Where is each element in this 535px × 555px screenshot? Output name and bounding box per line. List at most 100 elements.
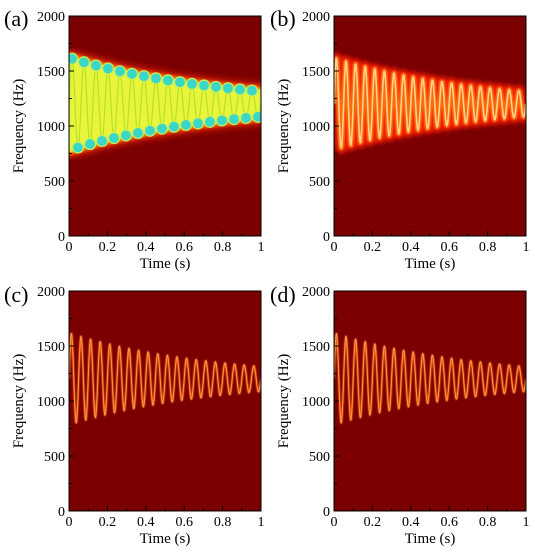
y-tick-label: 1000 — [302, 395, 330, 410]
energy-peak-spot — [137, 70, 151, 83]
spectrogram-data — [334, 53, 526, 154]
energy-peak-spot — [191, 117, 205, 130]
y-axis-label: Frequency (Hz) — [276, 354, 292, 449]
energy-peak-spot — [113, 65, 127, 78]
spectrogram-panel-c: 0 0.2 0.4 0.6 0.8 1 Time (s) 0 500 1000 1500 2000 Fr… — [4, 282, 265, 547]
energy-peak-spot — [173, 76, 187, 89]
spectrogram-data — [334, 332, 526, 425]
y-tick-label: 2000 — [302, 285, 330, 300]
y-tick-label: 1000 — [37, 395, 65, 410]
y-axis: 0 500 1000 1500 2000 Frequency (Hz) — [11, 10, 74, 245]
x-tick-label: 0.8 — [214, 240, 232, 255]
x-tick-label: 0.8 — [479, 515, 497, 530]
energy-peak-spot — [215, 114, 229, 127]
y-axis-label: Frequency (Hz) — [276, 79, 292, 174]
energy-peak-spot — [69, 52, 79, 65]
y-axis-label: Frequency (Hz) — [11, 354, 27, 449]
x-tick-label: 0.8 — [479, 240, 497, 255]
x-axis: 0 0.2 0.4 0.6 0.8 1 Time (s) — [66, 231, 265, 272]
energy-peak-spot — [167, 120, 181, 133]
energy-peak-spot — [251, 110, 261, 123]
x-axis-label: Time (s) — [405, 531, 456, 547]
y-tick-label: 1000 — [302, 120, 330, 135]
x-tick-label: 0 — [331, 240, 338, 255]
energy-peak-spot — [245, 84, 259, 97]
x-tick-label: 0.2 — [99, 515, 117, 530]
y-axis: 0 500 1000 1500 2000 Frequency (Hz) — [276, 285, 339, 520]
y-tick-label: 1500 — [302, 340, 330, 355]
energy-peak-spot — [119, 129, 133, 142]
y-tick-label: 1500 — [37, 340, 65, 355]
energy-peak-spot — [203, 115, 217, 128]
spectrogram-data — [69, 50, 261, 158]
x-tick-label: 0.4 — [137, 240, 155, 255]
x-tick-label: 0.6 — [175, 515, 193, 530]
energy-peak-spot — [185, 77, 199, 91]
spectrogram-panel-d: 0 0.2 0.4 0.6 0.8 1 Time (s) 0 500 1000 1500 2000 Fr… — [270, 282, 530, 547]
x-tick-label: 0.6 — [440, 240, 458, 255]
x-axis-label: Time (s) — [140, 531, 191, 547]
plot-background — [69, 291, 261, 511]
x-tick-label: 1 — [523, 515, 530, 530]
energy-peak-spot — [71, 141, 85, 154]
panel-label: (b) — [270, 6, 296, 31]
y-tick-label: 0 — [323, 505, 330, 520]
x-tick-label: 0.4 — [402, 515, 420, 530]
panel-label: (d) — [270, 282, 296, 307]
x-tick-label: 0.2 — [364, 240, 382, 255]
ridge-line — [334, 333, 526, 424]
energy-peak-spot — [125, 67, 139, 80]
y-tick-label: 0 — [323, 230, 330, 245]
energy-peak-spot — [77, 56, 91, 69]
energy-peak-spot — [149, 72, 163, 85]
energy-peak-spot — [89, 59, 103, 72]
x-tick-label: 1 — [523, 240, 530, 255]
x-axis: 0 0.2 0.4 0.6 0.8 1 Time (s) — [66, 506, 265, 547]
panel-label: (a) — [4, 6, 28, 31]
x-tick-label: 0.2 — [364, 515, 382, 530]
x-tick-label: 1 — [258, 240, 265, 255]
y-axis-label: Frequency (Hz) — [11, 79, 27, 174]
y-tick-label: 1000 — [37, 120, 65, 135]
x-axis: 0 0.2 0.4 0.6 0.8 1 Time (s) — [331, 231, 530, 272]
spectrogram-panel-b: 0 0.2 0.4 0.6 0.8 1 Time (s) 0 500 1000 1500 2000 Fr… — [270, 6, 530, 272]
energy-peak-spot — [143, 124, 157, 137]
energy-peak-spot — [107, 131, 121, 145]
energy-peak-spot — [101, 62, 115, 75]
x-tick-label: 0 — [66, 240, 73, 255]
energy-peak-spot — [155, 122, 169, 135]
energy-peak-spot — [233, 83, 247, 96]
y-tick-label: 2000 — [37, 10, 65, 25]
ridge-line — [69, 333, 261, 424]
x-tick-label: 0.8 — [214, 515, 232, 530]
x-tick-label: 0.6 — [440, 515, 458, 530]
x-tick-label: 1 — [258, 515, 265, 530]
energy-peak-spot — [209, 80, 223, 94]
y-tick-label: 0 — [58, 230, 65, 245]
x-tick-label: 0 — [66, 515, 73, 530]
y-tick-label: 500 — [309, 175, 330, 190]
plot-background — [334, 291, 526, 511]
spectrogram-data — [69, 332, 261, 425]
x-tick-label: 0.4 — [137, 515, 155, 530]
spectrogram-panel-a: 0 0.2 0.4 0.6 0.8 1 Time (s) 0 500 1000 1500 2000 Fr… — [4, 6, 265, 272]
y-axis: 0 500 1000 1500 2000 Frequency (Hz) — [11, 285, 74, 520]
ridge-line — [334, 57, 526, 149]
y-tick-label: 2000 — [37, 285, 65, 300]
energy-peak-spot — [83, 137, 97, 151]
y-axis: 0 500 1000 1500 2000 Frequency (Hz) — [276, 10, 339, 245]
energy-peak-spot — [131, 126, 145, 140]
energy-peak-spot — [239, 111, 253, 125]
energy-peak-spot — [221, 82, 235, 95]
energy-peak-spot — [227, 113, 241, 126]
energy-peak-spot — [179, 118, 193, 132]
x-tick-label: 0.6 — [175, 240, 193, 255]
y-tick-label: 500 — [309, 450, 330, 465]
energy-peak-spot — [197, 79, 211, 92]
x-tick-label: 0 — [331, 515, 338, 530]
y-tick-label: 1500 — [302, 65, 330, 80]
x-axis-label: Time (s) — [405, 256, 456, 272]
y-tick-label: 500 — [44, 450, 65, 465]
energy-peak-spot — [95, 134, 109, 148]
